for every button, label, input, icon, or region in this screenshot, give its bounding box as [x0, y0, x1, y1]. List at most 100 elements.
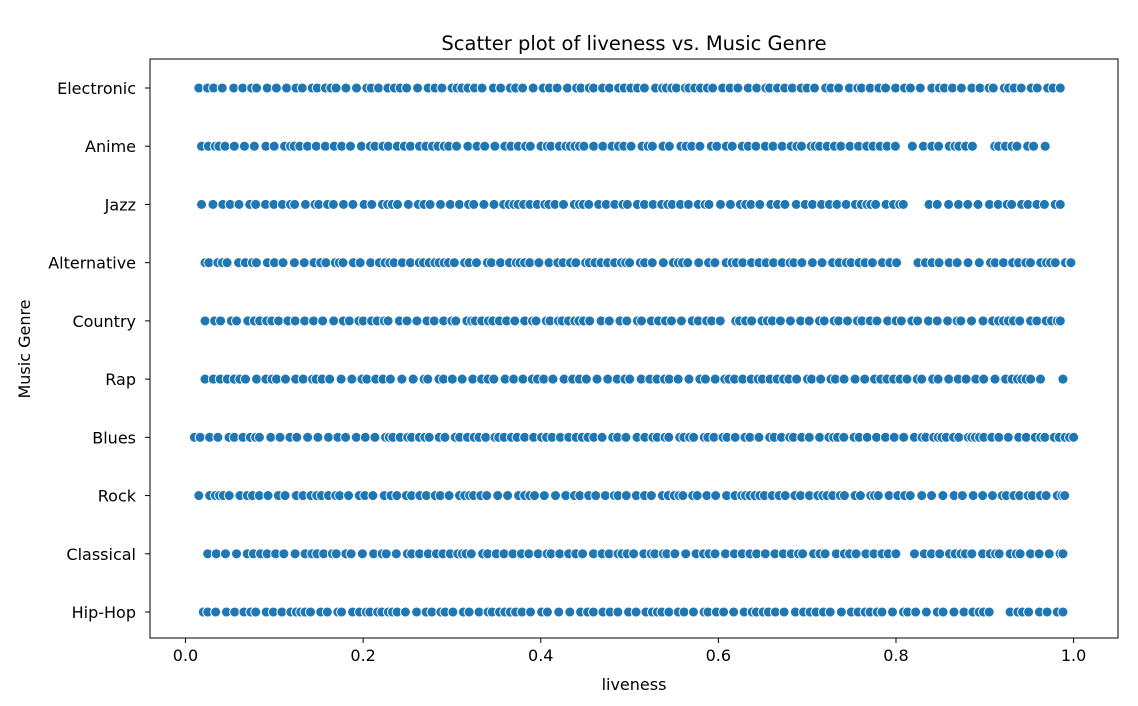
- data-point: [345, 548, 357, 560]
- series-electronic: [193, 82, 1066, 94]
- data-point: [960, 373, 972, 385]
- data-point: [489, 140, 501, 152]
- data-point: [898, 431, 910, 443]
- data-point: [411, 315, 423, 327]
- data-point: [1068, 431, 1080, 443]
- data-point: [897, 198, 909, 210]
- data-point: [199, 315, 211, 327]
- data-point: [384, 373, 396, 385]
- data-point: [261, 82, 273, 94]
- data-point: [838, 490, 850, 502]
- data-point: [962, 257, 974, 269]
- series-rock: [193, 490, 1071, 502]
- data-point: [570, 257, 582, 269]
- data-point: [280, 373, 291, 385]
- data-point: [538, 373, 550, 385]
- data-point: [355, 140, 367, 152]
- data-point: [323, 431, 334, 443]
- data-point: [620, 490, 632, 502]
- data-point: [920, 606, 932, 618]
- data-point: [262, 490, 274, 502]
- data-point: [904, 82, 916, 94]
- data-point: [816, 257, 828, 269]
- data-point: [714, 315, 726, 327]
- series-anime: [196, 140, 1051, 152]
- data-point: [453, 198, 465, 210]
- data-point: [750, 140, 762, 152]
- data-point: [682, 198, 694, 210]
- y-tick-label: Anime: [85, 137, 136, 156]
- data-point: [422, 373, 434, 385]
- series-country: [199, 315, 1066, 327]
- data-point: [373, 82, 384, 94]
- data-point: [231, 548, 242, 560]
- data-point: [407, 373, 419, 385]
- data-point: [523, 548, 535, 560]
- data-point: [268, 140, 280, 152]
- data-point: [525, 606, 536, 618]
- data-point: [678, 606, 690, 618]
- data-point: [391, 490, 403, 502]
- data-point: [688, 606, 699, 618]
- data-point: [509, 315, 521, 327]
- data-point: [888, 431, 900, 443]
- data-point: [997, 257, 1009, 269]
- y-tick-label: Alternative: [48, 254, 136, 273]
- data-point: [219, 140, 231, 152]
- data-point: [366, 198, 378, 210]
- data-point: [838, 431, 850, 443]
- data-point: [281, 82, 293, 94]
- data-point: [233, 198, 245, 210]
- data-point: [726, 140, 738, 152]
- data-point: [1020, 431, 1032, 443]
- data-point: [724, 198, 736, 210]
- data-point: [340, 82, 352, 94]
- data-point: [993, 431, 1005, 443]
- data-point: [310, 140, 322, 152]
- data-point: [435, 198, 446, 210]
- data-point: [910, 606, 922, 618]
- data-point: [335, 373, 347, 385]
- y-tick-label: Country: [72, 312, 136, 331]
- data-point: [228, 140, 240, 152]
- data-point: [564, 606, 576, 618]
- data-point: [439, 431, 451, 443]
- data-point: [356, 548, 368, 560]
- data-point: [1031, 315, 1043, 327]
- y-tick-label: Hip-Hop: [72, 603, 136, 622]
- data-point: [962, 198, 974, 210]
- data-point: [1057, 606, 1069, 618]
- data-point: [291, 431, 303, 443]
- data-point: [273, 315, 285, 327]
- data-point: [250, 198, 262, 210]
- y-axis-label: Music Genre: [15, 299, 34, 398]
- data-point: [308, 315, 320, 327]
- data-point: [446, 373, 458, 385]
- data-point: [901, 373, 913, 385]
- data-point: [597, 140, 609, 152]
- data-point: [831, 198, 843, 210]
- data-point: [382, 315, 394, 327]
- data-point: [906, 140, 918, 152]
- data-point: [289, 548, 301, 560]
- data-point: [251, 373, 262, 385]
- data-point: [524, 140, 536, 152]
- y-tick-label: Rock: [98, 487, 137, 506]
- x-tick-label: 1.0: [1061, 646, 1086, 665]
- data-point: [479, 140, 491, 152]
- data-point: [933, 257, 945, 269]
- data-point: [480, 431, 492, 443]
- data-point: [621, 198, 633, 210]
- data-point: [1002, 431, 1014, 443]
- data-point: [465, 548, 477, 560]
- data-point: [278, 548, 290, 560]
- data-point: [778, 606, 790, 618]
- data-point: [591, 373, 603, 385]
- data-point: [663, 140, 675, 152]
- data-point: [463, 606, 475, 618]
- data-point: [709, 257, 721, 269]
- data-point: [194, 431, 206, 443]
- data-point: [819, 548, 831, 560]
- data-point: [603, 82, 615, 94]
